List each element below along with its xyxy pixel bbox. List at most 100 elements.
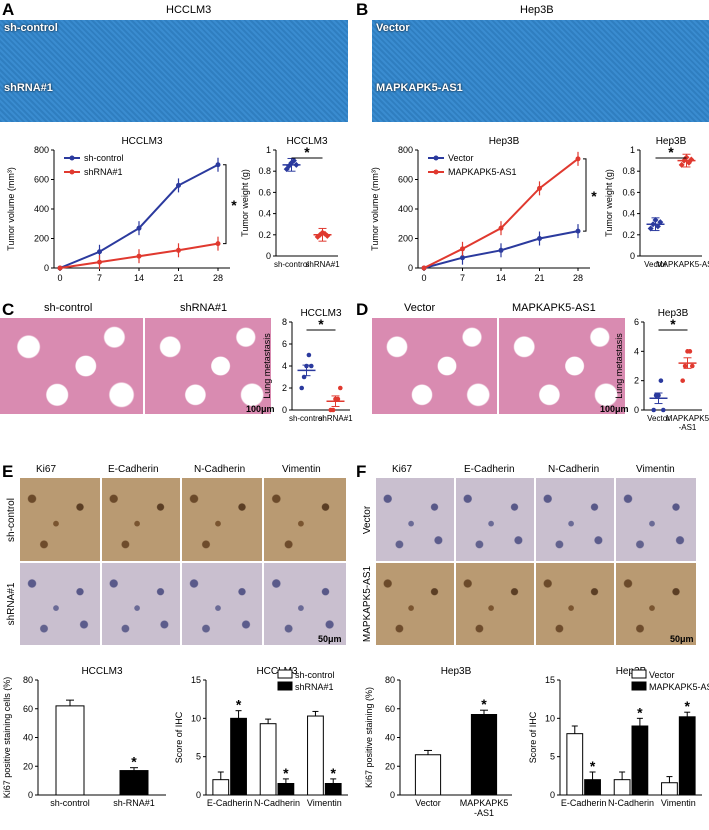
A_volume-series-1-point-4 — [215, 241, 221, 247]
F_ihc-legend-swatch-1 — [631, 681, 647, 691]
A_weight-x-tick-label-1: shRNA#1 — [305, 260, 340, 269]
ihc-f-r1-c2 — [536, 563, 614, 645]
B_volume-series-1-point-1 — [460, 246, 465, 252]
ihc-e-r0-c1 — [102, 478, 180, 561]
F_ihc-bar-0-2 — [661, 782, 678, 796]
E_ihc-y-tick-label-1: 5 — [196, 752, 201, 762]
tumor-label-a-bottom: shRNA#1 — [4, 82, 53, 94]
B_volume-x-tick-label-0: 0 — [421, 273, 426, 283]
lung-image-d-vector — [372, 318, 497, 414]
F_ki67-y-tick-label-2: 40 — [385, 733, 395, 743]
E_ihc-x-tick-label-2: Vimentin — [307, 798, 342, 808]
D_lung-sig-star: * — [670, 316, 676, 332]
B_volume-y-tick-label-2: 400 — [398, 204, 413, 214]
A_weight-y-tick-label-4: 0.8 — [258, 166, 271, 176]
B_weight-y-tick-label-5: 1 — [630, 145, 635, 155]
A_volume-series-0-point-3 — [176, 182, 181, 188]
ihc-e-r0-c3 — [264, 478, 346, 561]
B_volume-series-0-point-4 — [575, 228, 581, 234]
F_ki67-sig-1: * — [481, 696, 487, 712]
F_ihc-legend-swatch-0 — [631, 669, 647, 679]
E_ki67-sig-1: * — [131, 754, 137, 770]
F_ihc-bar-1-1 — [631, 725, 649, 796]
C_lung-point-1-1 — [330, 407, 336, 413]
ihc-col-e-1: E-Cadherin — [108, 464, 159, 475]
scale-bar-c: 100μm — [246, 404, 275, 414]
lung-label-c-0: sh-control — [44, 302, 93, 314]
F_ihc-bar-0-0 — [566, 733, 584, 796]
B_weight-y-label: Tumor weight (g) — [604, 169, 614, 237]
A_weight-y-tick-label-1: 0.2 — [258, 230, 271, 240]
E_ihc-sig-1-2: * — [330, 765, 336, 781]
A_volume-legend-label-0: sh-control — [84, 153, 124, 163]
F_ki67-title: Hep3B — [441, 666, 472, 677]
ihc-e-r1-c0 — [20, 563, 100, 645]
ihc-col-f-1: E-Cadherin — [464, 464, 515, 475]
F_ihc-legend-label-1: MAPKAPK5-AS1 — [649, 682, 709, 692]
scale-bar-d: 100μm — [600, 404, 629, 414]
A_volume-x-tick-label-0: 0 — [57, 273, 62, 283]
B_volume-x-tick-label-2: 14 — [496, 273, 506, 283]
ihc-e-r0-c0 — [20, 478, 100, 561]
C_lung-point-0-0 — [299, 385, 305, 391]
C_lung-x-tick-label-0: sh-control — [289, 414, 324, 423]
C_lung-title: HCCLM3 — [300, 308, 342, 319]
C_lung-point-1-4 — [338, 385, 343, 391]
A_volume-x-tick-label-1: 7 — [97, 273, 102, 283]
E_ki67-y-tick-label-0: 0 — [28, 790, 33, 800]
F_ihc-y-tick-label-0: 0 — [550, 790, 555, 800]
D_lung-point-1-4 — [690, 363, 695, 369]
E_ihc-y-label: Score of IHC — [174, 711, 184, 763]
D_lung-y-tick-label-2: 4 — [634, 346, 639, 356]
E_ihc-sig-1-1: * — [283, 765, 289, 781]
E_ihc-bar-0-2 — [307, 715, 324, 796]
panel-label-b: B — [356, 0, 369, 19]
A_volume-series-1-point-2 — [136, 253, 142, 259]
A_volume-y-tick-label-4: 800 — [34, 145, 49, 155]
panel-b-title: Hep3B — [520, 4, 554, 16]
A_volume-y-tick-label-0: 0 — [44, 263, 49, 273]
F_ihc-sig-1-0: * — [590, 758, 596, 774]
B_volume-y-tick-label-0: 0 — [408, 263, 413, 273]
C_lung-y-tick-label-1: 2 — [282, 383, 287, 393]
C_lung-x-tick-label-1: shRNA#1 — [318, 414, 353, 423]
F_ki67-y-tick-label-4: 80 — [385, 675, 395, 685]
F_ihc-y-tick-label-1: 5 — [550, 752, 555, 762]
B_volume-series-1-point-4 — [575, 156, 581, 162]
D_lung-x-tick-label-1: MAPKAPK5 -AS1 — [666, 414, 709, 432]
lung-label-c-1: shRNA#1 — [180, 302, 228, 314]
F_ihc-y-tick-label-3: 15 — [545, 675, 555, 685]
ihc-col-f-0: Ki67 — [392, 464, 413, 475]
ihc-e-r1-c2 — [182, 563, 262, 645]
A_volume-series-0-point-2 — [136, 225, 142, 231]
B_volume-y-tick-label-4: 800 — [398, 145, 413, 155]
B_volume-sig-bracket — [583, 158, 587, 232]
A_weight-y-label: Tumor weight (g) — [240, 169, 250, 237]
panel-label-d: D — [356, 300, 369, 319]
F_ihc-y-tick-label-2: 10 — [545, 713, 555, 723]
A_volume-legend-label-1: shRNA#1 — [84, 167, 123, 177]
A_volume-y-tick-label-1: 200 — [34, 234, 49, 244]
B_weight-point-1-0 — [678, 161, 685, 168]
A_weight-y-tick-label-3: 0.6 — [258, 187, 271, 197]
lung-image-c-shrna — [145, 318, 271, 414]
tumor-label-a-top: sh-control — [4, 22, 58, 34]
F_ihc-title: Hep3B — [616, 666, 647, 677]
E_ki67-y-tick-label-2: 40 — [23, 733, 33, 743]
B_volume-y-tick-label-1: 200 — [398, 234, 413, 244]
B_volume-x-tick-label-3: 21 — [534, 273, 544, 283]
ihc-e-r0-c2 — [182, 478, 262, 561]
D_lung-point-1-0 — [680, 378, 685, 383]
E_ihc-title: HCCLM3 — [256, 666, 298, 677]
A_volume-x-tick-label-3: 21 — [173, 273, 183, 283]
B_volume-series-1-point-3 — [537, 185, 542, 191]
B_volume-sig-star: * — [591, 188, 597, 204]
ihc-f-r0-c1 — [456, 478, 534, 561]
panel-label-c: C — [2, 300, 15, 319]
B_weight-y-tick-label-3: 0.6 — [622, 187, 635, 197]
A_weight-sig-star: * — [304, 144, 310, 160]
panel-a-title: HCCLM3 — [166, 4, 212, 16]
E_ihc-bar-0-1 — [259, 723, 277, 796]
E_ihc-x-tick-label-0: E-Cadherin — [207, 798, 253, 808]
